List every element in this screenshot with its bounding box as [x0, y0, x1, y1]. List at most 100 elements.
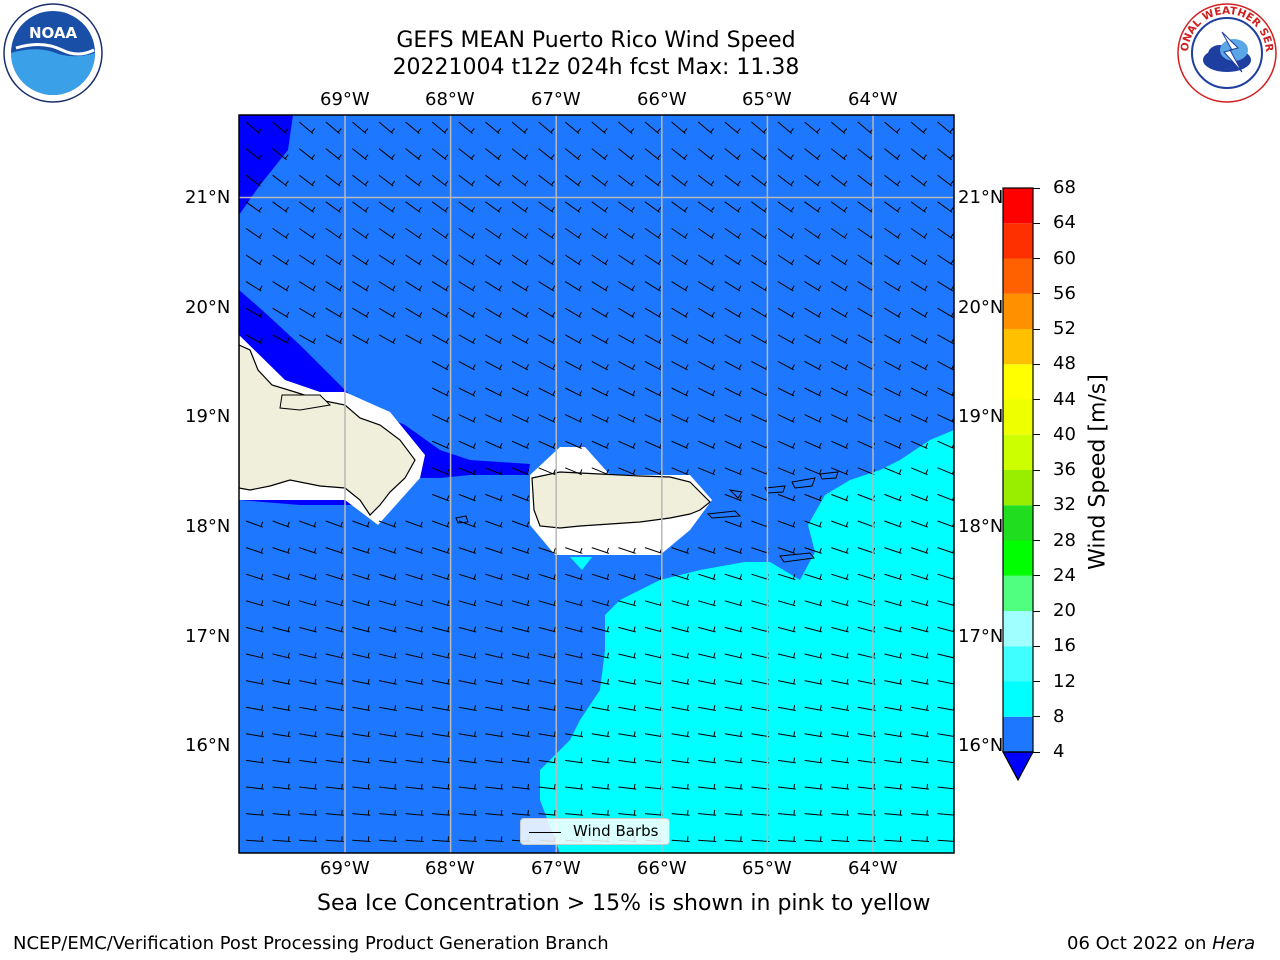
wind-barb: [724, 678, 743, 685]
wind-barb: [830, 281, 848, 292]
wind-barb: [910, 281, 928, 292]
wind-barb: [724, 705, 743, 711]
wind-barb: [671, 652, 690, 659]
wind-barb: [618, 414, 636, 423]
wind-barb: [432, 626, 450, 633]
wind-barb: [511, 520, 530, 528]
wind-barb: [352, 836, 371, 842]
wind-barb: [884, 174, 901, 187]
wind-barb: [564, 121, 582, 134]
wind-barb: [245, 626, 264, 633]
colorbar-bin: [1003, 434, 1033, 470]
wind-barb: [245, 547, 264, 554]
colorbar-tick-label: 40: [1053, 423, 1076, 445]
wind-barb: [830, 334, 849, 345]
wind-barb: [777, 652, 796, 659]
wind-barb: [298, 148, 316, 161]
wind-barb: [591, 467, 609, 476]
wind-barb: [698, 678, 716, 685]
wind-barb: [804, 547, 822, 554]
wind-barb: [458, 387, 476, 397]
wind-barb: [804, 227, 822, 240]
wind-barb: [698, 810, 717, 816]
wind-barb: [405, 121, 422, 134]
wind-barb: [831, 836, 850, 842]
wind-barb: [831, 810, 850, 816]
wind-barb: [671, 600, 690, 607]
wind-barb: [325, 600, 344, 607]
wind-barb: [325, 334, 343, 345]
wind-barb: [724, 174, 741, 187]
wind-barb: [325, 705, 344, 711]
wind-barb: [804, 757, 823, 764]
wind-barb: [671, 334, 689, 345]
colorbar-tick-label: 60: [1053, 247, 1076, 269]
wind-barb: [511, 174, 529, 187]
wind-barb: [272, 836, 291, 842]
wind-barb: [352, 148, 369, 161]
lon-label-bottom-68: 68°W: [425, 858, 475, 879]
wind-barb: [405, 573, 423, 581]
wind-barb: [565, 705, 583, 711]
wind-barb: [325, 281, 343, 292]
colorbar-tick-label: 24: [1053, 564, 1076, 586]
wind-map: [238, 114, 955, 854]
wind-barb: [432, 573, 450, 581]
wind-barb: [405, 757, 424, 764]
wind-barb: [777, 810, 796, 816]
wind-barb: [245, 254, 263, 266]
wind-barb: [910, 783, 929, 790]
wind-barb: [458, 334, 476, 345]
wind-barb: [538, 281, 556, 292]
wind-barb: [511, 547, 530, 554]
wind-barb: [378, 626, 397, 633]
wind-barb: [618, 705, 637, 711]
wind-barb: [299, 783, 318, 790]
wind-barb: [458, 836, 477, 842]
wind-band-below-4-north: [239, 115, 293, 215]
wind-barb: [618, 227, 635, 240]
wind-barb: [325, 307, 343, 318]
map-legend: Wind Barbs: [520, 818, 670, 845]
wind-barb: [910, 307, 928, 318]
island-virgin-3: [791, 477, 816, 489]
wind-barb: [352, 573, 370, 581]
wind-barb: [804, 334, 822, 345]
wind-barb: [511, 705, 530, 711]
wind-barb: [245, 201, 263, 213]
wind-barb: [618, 387, 636, 397]
wind-barb: [831, 652, 849, 659]
wind-barb: [325, 547, 344, 554]
wind-barb: [378, 201, 396, 213]
wind-barb: [272, 705, 291, 711]
wind-barb: [458, 731, 477, 738]
colorbar-bin: [1003, 505, 1033, 541]
wind-barb: [724, 652, 743, 659]
wind-barb: [724, 493, 742, 502]
wind-barb: [565, 783, 584, 790]
wind-barb: [378, 705, 397, 711]
wind-barb: [405, 174, 422, 187]
colorbar-tick-mark: [1033, 187, 1040, 189]
wind-barb: [884, 387, 902, 397]
wind-barb: [511, 307, 529, 318]
wind-barb: [804, 705, 823, 711]
wind-barb: [777, 626, 796, 633]
colorbar-tick-mark: [1033, 610, 1040, 612]
wind-barb: [884, 307, 902, 318]
wind-barb: [431, 334, 450, 345]
wind-barb: [671, 547, 689, 554]
wind-barb: [485, 547, 503, 554]
wind-barb: [511, 440, 530, 449]
wind-barb: [724, 254, 742, 266]
wind-barb: [485, 652, 504, 659]
wind-barb: [272, 254, 290, 266]
wind-barb: [724, 360, 742, 371]
wind-barb: [431, 174, 449, 187]
lon-label-bottom-64: 64°W: [848, 858, 898, 879]
wind-barb: [431, 254, 449, 266]
wind-barb: [405, 783, 424, 790]
wind-barb: [618, 626, 636, 633]
wind-barb: [591, 600, 610, 607]
wind-barb: [405, 201, 422, 213]
